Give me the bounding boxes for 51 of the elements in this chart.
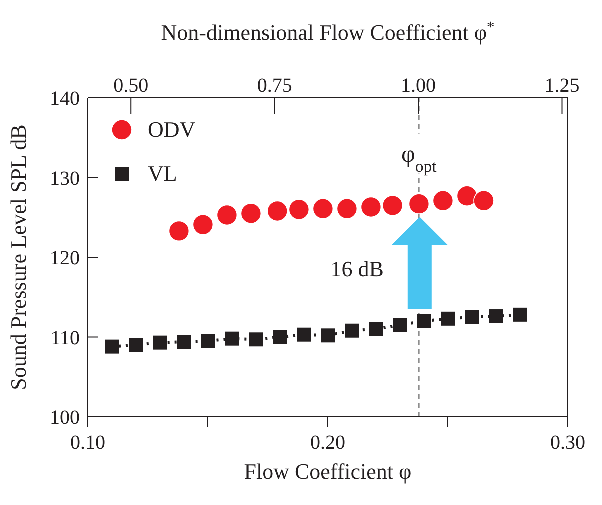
y-tick-label: 140 [50, 88, 80, 110]
point [288, 199, 310, 220]
point [465, 310, 479, 324]
point [297, 328, 311, 342]
point [393, 318, 407, 332]
point [216, 204, 238, 226]
point [192, 214, 214, 236]
point [432, 190, 454, 212]
point [153, 336, 167, 350]
point [249, 332, 263, 347]
point [129, 338, 143, 352]
legend-label: ODV [148, 117, 196, 143]
x-axis-title: Flow Coefficient φ [244, 459, 412, 484]
annotation: 16 dB [330, 256, 384, 282]
point [382, 195, 404, 216]
point [513, 308, 527, 322]
point [456, 186, 478, 206]
y-tick-label: 110 [50, 327, 80, 350]
point [267, 200, 288, 222]
ref-line-label: φ$_{opt}$ [402, 142, 438, 176]
x2-tick-label: 1.25 [544, 75, 580, 97]
y-axis-title: Sound Pressure Level SPL dB [6, 124, 31, 390]
point [360, 196, 382, 218]
point [201, 334, 215, 348]
point [177, 335, 191, 350]
point [345, 324, 359, 338]
x2-tick-label: 0.75 [257, 75, 292, 97]
point [417, 314, 431, 328]
point [441, 312, 455, 326]
point [273, 330, 287, 344]
point [321, 328, 335, 343]
y-tick-label: 100 [50, 407, 80, 430]
point [489, 310, 503, 324]
point [369, 322, 383, 336]
point [225, 332, 239, 346]
legend-label: VL [148, 161, 178, 187]
point [408, 194, 430, 214]
point [336, 198, 358, 220]
point [240, 203, 262, 224]
x-tick-label: 0.10 [70, 432, 106, 454]
x-tick-label: 0.20 [310, 432, 346, 454]
point [168, 220, 190, 242]
point [474, 190, 494, 212]
x2-tick-label: 1.00 [401, 75, 436, 97]
point [105, 340, 119, 354]
y-tick-label: 120 [50, 248, 80, 270]
x-tick-label: 0.30 [550, 432, 586, 454]
x2-tick-label: 0.50 [114, 75, 149, 97]
x2-axis-title: Non-dimensional Flow Coefficient φ$^{*}$ [161, 18, 495, 45]
point [312, 198, 334, 220]
y-tick-label: 130 [50, 168, 80, 190]
